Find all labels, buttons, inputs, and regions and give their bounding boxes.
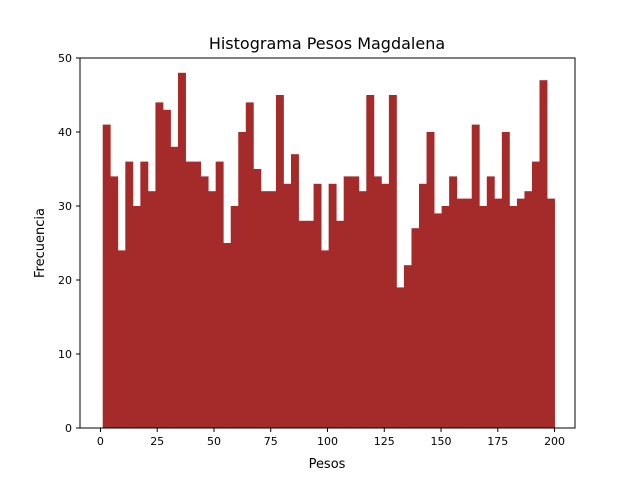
y-tick-label: 20 — [58, 274, 72, 287]
histogram-bar-43 — [426, 132, 435, 428]
histogram-bar-5 — [140, 161, 149, 428]
histogram-bar-9 — [170, 146, 179, 429]
histogram-bar-33 — [351, 176, 360, 428]
histogram-bar-36 — [373, 176, 382, 428]
histogram-bar-38 — [388, 95, 397, 428]
histogram-bar-25 — [290, 154, 299, 428]
x-tick-label: 200 — [544, 435, 565, 448]
histogram-bar-24 — [283, 183, 292, 428]
y-tick-label: 0 — [65, 422, 72, 435]
histogram-bar-12 — [193, 161, 202, 428]
y-tick-label: 40 — [58, 126, 72, 139]
histogram-bar-30 — [328, 183, 337, 428]
histogram-bar-47 — [456, 198, 465, 428]
histogram-bar-51 — [486, 176, 495, 428]
histogram-bar-55 — [516, 198, 525, 428]
histogram-bar-32 — [343, 176, 352, 428]
histogram-bar-39 — [396, 287, 405, 428]
histogram-bar-4 — [132, 206, 141, 428]
y-axis: 0 10 20 30 40 50 — [58, 52, 80, 435]
x-tick-label: 175 — [487, 435, 508, 448]
histogram-bar-54 — [509, 206, 518, 428]
y-tick-label: 50 — [58, 52, 72, 65]
bars-group — [102, 72, 555, 429]
histogram-bar-17 — [230, 206, 239, 428]
histogram-bar-52 — [494, 198, 503, 428]
histogram-bar-19 — [245, 102, 254, 429]
histogram-bar-56 — [524, 191, 533, 428]
histogram-bar-22 — [268, 191, 277, 428]
histogram-bar-28 — [313, 183, 322, 428]
histogram-bar-15 — [215, 161, 224, 428]
x-tick-label: 125 — [374, 435, 395, 448]
x-tick-label: 75 — [264, 435, 278, 448]
histogram-bar-59 — [547, 198, 555, 428]
y-tick-label: 10 — [58, 348, 72, 361]
histogram-bar-40 — [403, 265, 412, 428]
histogram-bar-8 — [162, 109, 171, 429]
histogram-bar-37 — [381, 183, 390, 428]
histogram-bar-29 — [321, 250, 330, 428]
histogram-bar-49 — [471, 124, 480, 428]
x-tick-label: 100 — [317, 435, 338, 448]
plot-frame — [79, 57, 576, 429]
y-axis-label: Frecuencia — [33, 208, 48, 278]
histogram-bar-18 — [238, 132, 247, 428]
x-tick-label: 25 — [150, 435, 164, 448]
histogram-bar-23 — [275, 95, 284, 428]
x-tick-label: 150 — [431, 435, 452, 448]
histogram-bar-46 — [449, 176, 458, 428]
histogram-bar-50 — [479, 206, 488, 428]
histogram-bar-0 — [102, 124, 111, 428]
histogram-bar-57 — [531, 161, 540, 428]
histogram-bar-58 — [539, 80, 548, 428]
chart-title: Histograma Pesos Magdalena — [209, 34, 445, 53]
histogram-bar-42 — [419, 183, 427, 428]
histogram-bar-16 — [223, 243, 232, 428]
histogram-bar-10 — [178, 72, 186, 429]
histogram-bar-13 — [200, 176, 209, 428]
histogram-bar-53 — [501, 132, 510, 428]
histogram-bar-44 — [434, 213, 442, 428]
histogram-bar-7 — [155, 102, 164, 429]
histogram-bar-20 — [253, 169, 262, 428]
histogram-bar-14 — [208, 191, 217, 428]
x-tick-label: 0 — [97, 435, 104, 448]
histogram-bar-26 — [298, 220, 307, 428]
x-tick-label: 50 — [207, 435, 221, 448]
histogram-bar-31 — [336, 220, 345, 428]
histogram-bar-11 — [185, 161, 194, 428]
histogram-bar-6 — [147, 191, 156, 428]
histogram-bar-34 — [358, 191, 367, 428]
histogram-bar-27 — [306, 220, 314, 428]
histogram-bar-2 — [117, 250, 126, 428]
x-axis-label: Pesos — [309, 457, 346, 472]
histogram-bar-45 — [441, 206, 450, 428]
x-axis: 0 25 50 75 100 125 150 175 200 — [97, 428, 565, 448]
histogram-bar-41 — [411, 228, 420, 428]
histogram-bar-1 — [110, 176, 119, 428]
histogram-bar-48 — [464, 198, 473, 428]
histogram-bar-21 — [260, 191, 269, 428]
y-tick-label: 30 — [58, 200, 72, 213]
histogram-bar-3 — [125, 161, 134, 428]
histogram-bar-35 — [366, 95, 375, 428]
